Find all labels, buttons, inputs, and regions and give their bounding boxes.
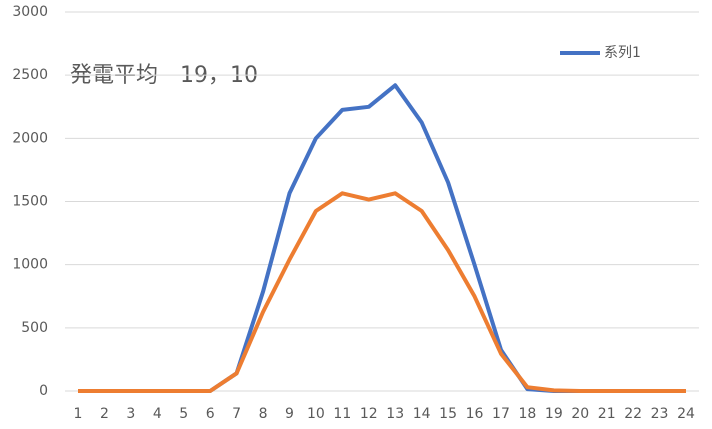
- x-tick-label: 24: [677, 406, 695, 422]
- x-tick-label: 15: [439, 406, 457, 422]
- x-tick-label: 17: [492, 406, 510, 422]
- x-tick-label: 6: [206, 406, 215, 422]
- y-tick-label: 1000: [12, 257, 48, 273]
- x-tick-label: 22: [624, 406, 642, 422]
- y-tick-label: 1500: [12, 194, 48, 210]
- x-tick-label: 8: [259, 406, 268, 422]
- y-tick-label: 3000: [12, 4, 48, 20]
- x-tick-label: 20: [571, 406, 589, 422]
- x-tick-label: 23: [651, 406, 669, 422]
- x-tick-label: 16: [466, 406, 484, 422]
- x-tick-label: 10: [307, 406, 325, 422]
- x-tick-label: 5: [179, 406, 188, 422]
- x-tick-label: 11: [333, 406, 351, 422]
- y-tick-label: 2500: [12, 67, 48, 83]
- x-tick-label: 12: [360, 406, 378, 422]
- series-line: [78, 191, 686, 393]
- x-tick-label: 9: [285, 406, 294, 422]
- x-tick-label: 7: [232, 406, 241, 422]
- x-tick-label: 13: [386, 406, 404, 422]
- y-tick-label: 2000: [12, 130, 48, 146]
- x-tick-label: 1: [74, 406, 83, 422]
- x-tick-label: 3: [126, 406, 135, 422]
- x-tick-label: 2: [100, 406, 109, 422]
- y-tick-label: 0: [39, 383, 48, 399]
- x-tick-label: 14: [413, 406, 431, 422]
- x-tick-label: 4: [153, 406, 162, 422]
- x-tick-label: 18: [518, 406, 536, 422]
- legend-label: 系列1: [604, 45, 641, 61]
- y-tick-label: 500: [21, 320, 48, 336]
- x-tick-label: 21: [598, 406, 616, 422]
- x-tick-label: 19: [545, 406, 563, 422]
